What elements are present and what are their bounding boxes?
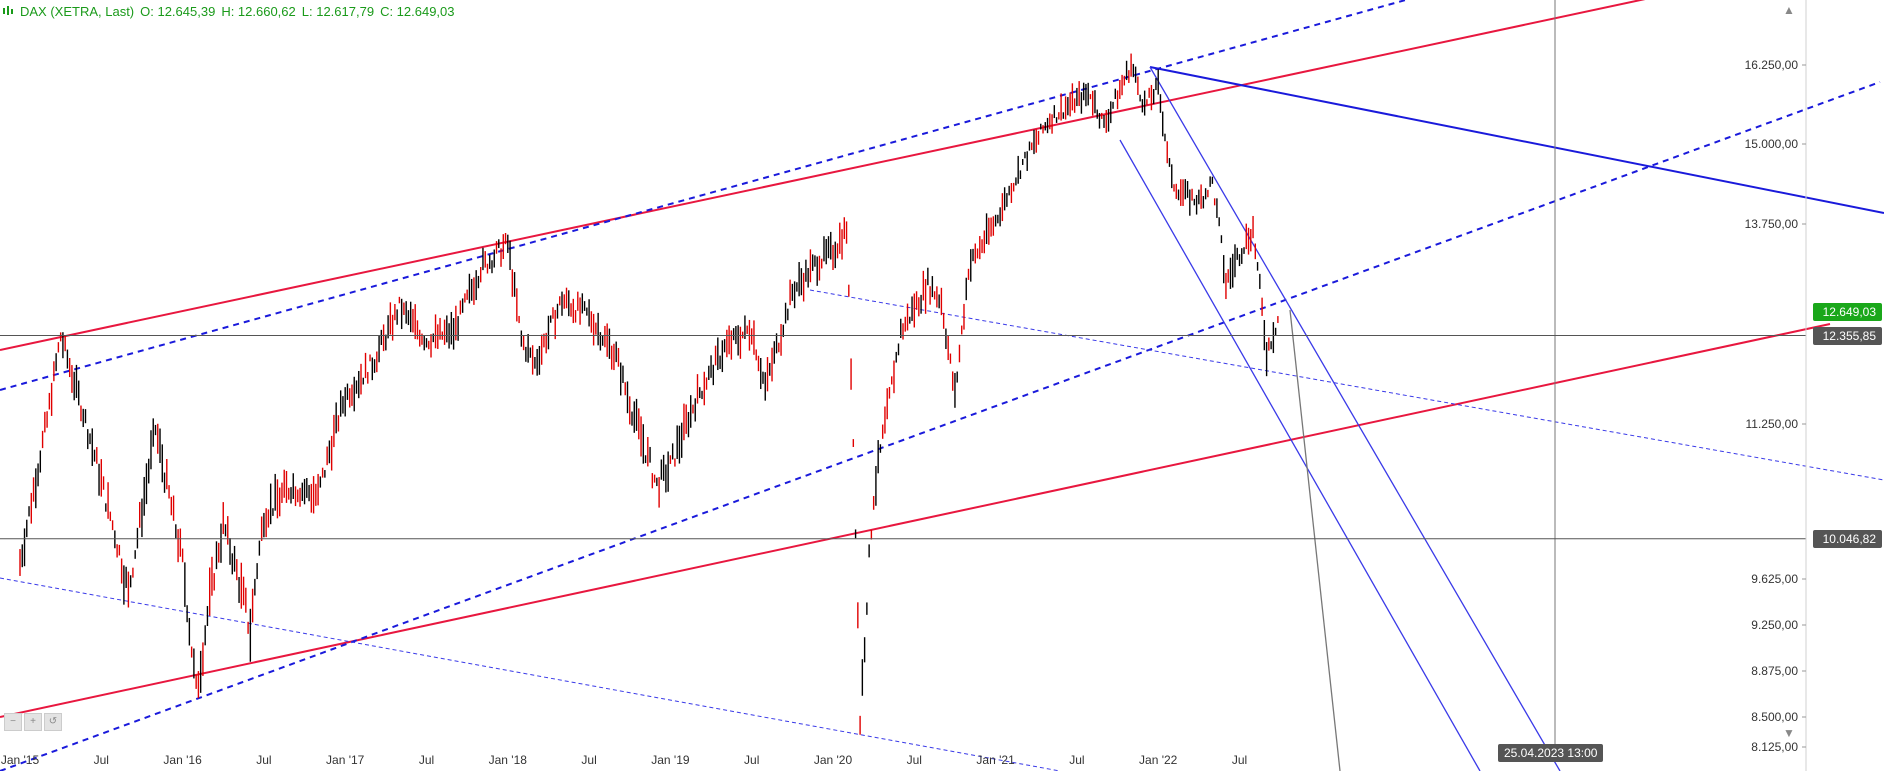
trend-line[interactable] [0, 577, 1061, 771]
open-value: O: 12.645,39 [140, 3, 216, 19]
y-tick-label: 8.500,00 [1751, 710, 1798, 724]
y-tick-label: 15.000,00 [1745, 137, 1799, 151]
last-price-tag: 12.649,03 [1812, 303, 1882, 322]
crosshair-date-tag: 25.04.2023 13:00 [1498, 744, 1604, 762]
x-tick-label: Jul [256, 753, 271, 767]
candles [19, 53, 1279, 735]
trend-line[interactable] [1119, 139, 1481, 771]
x-tick-label: Jan '20 [814, 753, 853, 767]
x-tick-label: Jul [1232, 753, 1247, 767]
y-tick-label: 9.250,00 [1751, 618, 1798, 632]
y-tick-label: 13.750,00 [1745, 217, 1799, 231]
x-tick-label: Jan '22 [1139, 753, 1178, 767]
x-tick-label: Jan '16 [163, 753, 202, 767]
x-tick-label: Jan '15 [1, 753, 40, 767]
chart-mini-toolbar: − + ↺ [4, 713, 62, 731]
x-tick-label: Jan '17 [326, 753, 365, 767]
scroll-down-icon[interactable]: ▼ [1783, 726, 1795, 740]
zoom-out-button[interactable]: − [4, 713, 22, 731]
x-tick-label: Jul [1069, 753, 1084, 767]
level-upper-tag[interactable]: 12.355,85 [1812, 326, 1882, 345]
trend-line[interactable] [1289, 309, 1341, 771]
y-tick-label: 8.875,00 [1751, 664, 1798, 678]
trend-line[interactable] [0, 0, 1420, 391]
trend-line[interactable] [1149, 66, 1561, 771]
x-tick-label: Jul [907, 753, 922, 767]
level-lower-tag[interactable]: 10.046,82 [1812, 529, 1882, 548]
close-value: C: 12.649,03 [380, 3, 455, 19]
zoom-in-button[interactable]: + [24, 713, 42, 731]
x-tick-label: Jul [94, 753, 109, 767]
x-tick-label: Jul [744, 753, 759, 767]
x-tick-label: Jan '19 [651, 753, 690, 767]
high-value: H: 12.660,62 [221, 3, 296, 19]
x-axis: Jan '15 Jul Jan '16 Jul Jan '17 Jul Jan '18 Jul… [1, 753, 1247, 767]
y-tick-label: 11.250,00 [1746, 417, 1799, 431]
x-tick-label: Jan '21 [976, 753, 1015, 767]
y-tick-label: 9.625,00 [1751, 572, 1798, 586]
x-tick-label: Jan '18 [489, 753, 528, 767]
trend-line[interactable] [809, 289, 1884, 481]
x-tick-label: Jul [419, 753, 434, 767]
trend-line[interactable] [0, 0, 1650, 351]
symbol-label[interactable]: DAX (XETRA, Last) [20, 3, 135, 19]
trend-line[interactable] [1149, 66, 1884, 214]
chart-header: DAX (XETRA, Last) O: 12.645,39 H: 12.660… [0, 0, 455, 22]
horizontal-levels [0, 335, 1806, 540]
x-tick-label: Jul [581, 753, 596, 767]
trend-line[interactable] [0, 81, 1881, 771]
candlestick-icon [3, 6, 13, 15]
trend-line[interactable] [0, 323, 1831, 718]
y-axis: 16.250,00 15.000,00 13.750,00 11.250,00 9.62… [1745, 0, 1807, 771]
y-tick-label: 8.125,00 [1751, 740, 1798, 754]
scroll-up-icon[interactable]: ▲ [1783, 3, 1795, 17]
low-value: L: 12.617,79 [301, 3, 375, 19]
reset-button[interactable]: ↺ [44, 713, 62, 731]
y-tick-label: 16.250,00 [1745, 58, 1799, 72]
